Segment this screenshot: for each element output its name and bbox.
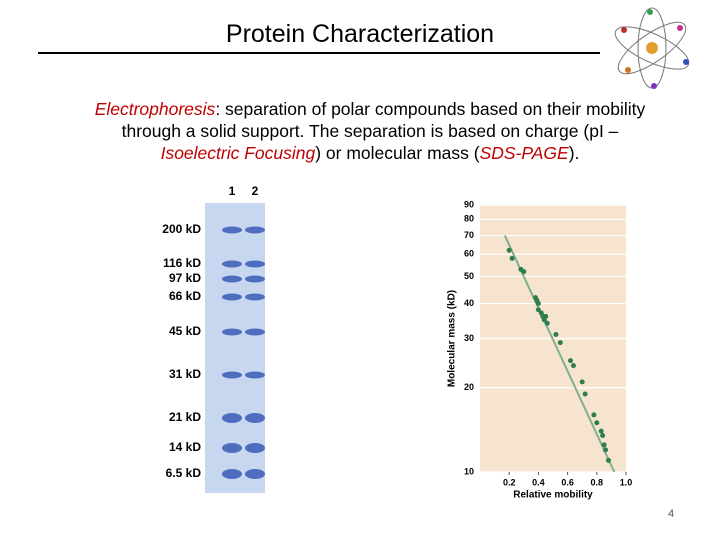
gel-band — [222, 293, 242, 301]
gel-band — [222, 226, 242, 234]
body-text: ) or molecular mass ( — [315, 143, 480, 163]
marker-label: 6.5 kD — [166, 466, 202, 480]
y-tick-label: 30 — [464, 333, 474, 343]
marker-label: 97 kD — [169, 271, 201, 285]
page-number: 4 — [668, 508, 675, 520]
y-tick-label: 80 — [464, 214, 474, 224]
gel-band — [245, 226, 265, 234]
data-point — [553, 332, 559, 338]
gel-band — [245, 469, 265, 479]
gel-band — [222, 260, 242, 268]
emphasis-text: SDS-PAGE — [479, 143, 569, 163]
gel-band — [222, 328, 242, 336]
gel-band — [245, 413, 265, 423]
gel-band — [222, 413, 242, 423]
x-axis-label: Relative mobility — [513, 490, 593, 501]
data-point — [535, 307, 541, 313]
gel-band — [245, 328, 265, 336]
paragraph: Electrophoresis: separation of polar com… — [88, 98, 652, 164]
lane-label: 2 — [252, 184, 259, 198]
y-tick-label: 90 — [464, 199, 474, 209]
data-point — [605, 457, 611, 463]
gel-band — [222, 371, 242, 379]
data-point — [506, 247, 512, 253]
data-point — [601, 442, 607, 448]
gel-band — [245, 371, 265, 379]
marker-label: 31 kD — [169, 367, 201, 381]
data-point — [570, 363, 576, 369]
trend-line — [503, 235, 616, 473]
emphasis-text: Isoelectric Focusing — [160, 143, 316, 163]
data-point — [535, 301, 541, 307]
x-tick-label: 0.6 — [561, 477, 574, 487]
gel-band — [222, 275, 242, 283]
marker-label: 21 kD — [169, 410, 201, 424]
slide-title: Protein Characterization — [225, 20, 495, 48]
y-tick-label: 60 — [464, 249, 474, 259]
gel-band — [245, 443, 265, 453]
data-point — [600, 433, 606, 439]
data-point — [598, 428, 604, 434]
body-text: ). — [568, 143, 580, 163]
gel-band — [245, 293, 265, 301]
x-tick-label: 0.2 — [503, 477, 516, 487]
marker-label: 200 kD — [162, 222, 201, 236]
data-point — [521, 269, 527, 275]
data-point — [579, 379, 585, 385]
title-rule — [38, 52, 600, 54]
marker-label: 14 kD — [169, 440, 201, 454]
data-point — [509, 255, 515, 261]
data-point — [591, 412, 597, 418]
data-point — [582, 391, 588, 397]
lane-label: 1 — [229, 184, 236, 198]
gel-band — [245, 275, 265, 283]
x-tick-label: 0.4 — [532, 477, 545, 487]
atom-icon — [614, 7, 690, 89]
data-point — [603, 447, 609, 453]
body-text: : separation of polar compounds based on… — [121, 99, 646, 141]
y-tick-label: 70 — [464, 230, 474, 240]
y-tick-label: 10 — [464, 466, 474, 476]
data-point — [568, 358, 574, 364]
marker-label: 45 kD — [169, 324, 201, 338]
emphasis-text: Electrophoresis — [94, 99, 216, 119]
marker-label: 116 kD — [163, 256, 201, 270]
gel-band — [222, 469, 242, 479]
x-tick-label: 0.8 — [591, 477, 604, 487]
data-point — [557, 340, 563, 346]
gel-band — [222, 443, 242, 453]
x-tick-label: 1.0 — [620, 477, 633, 487]
y-tick-label: 40 — [464, 298, 474, 308]
y-axis-label: Molecular mass (kD) — [447, 290, 458, 387]
marker-label: 66 kD — [169, 289, 201, 303]
data-point — [594, 420, 600, 426]
gel-band — [245, 260, 265, 268]
data-point — [544, 320, 550, 326]
y-tick-label: 50 — [464, 271, 474, 281]
data-point — [543, 313, 549, 319]
y-tick-label: 20 — [464, 382, 474, 392]
